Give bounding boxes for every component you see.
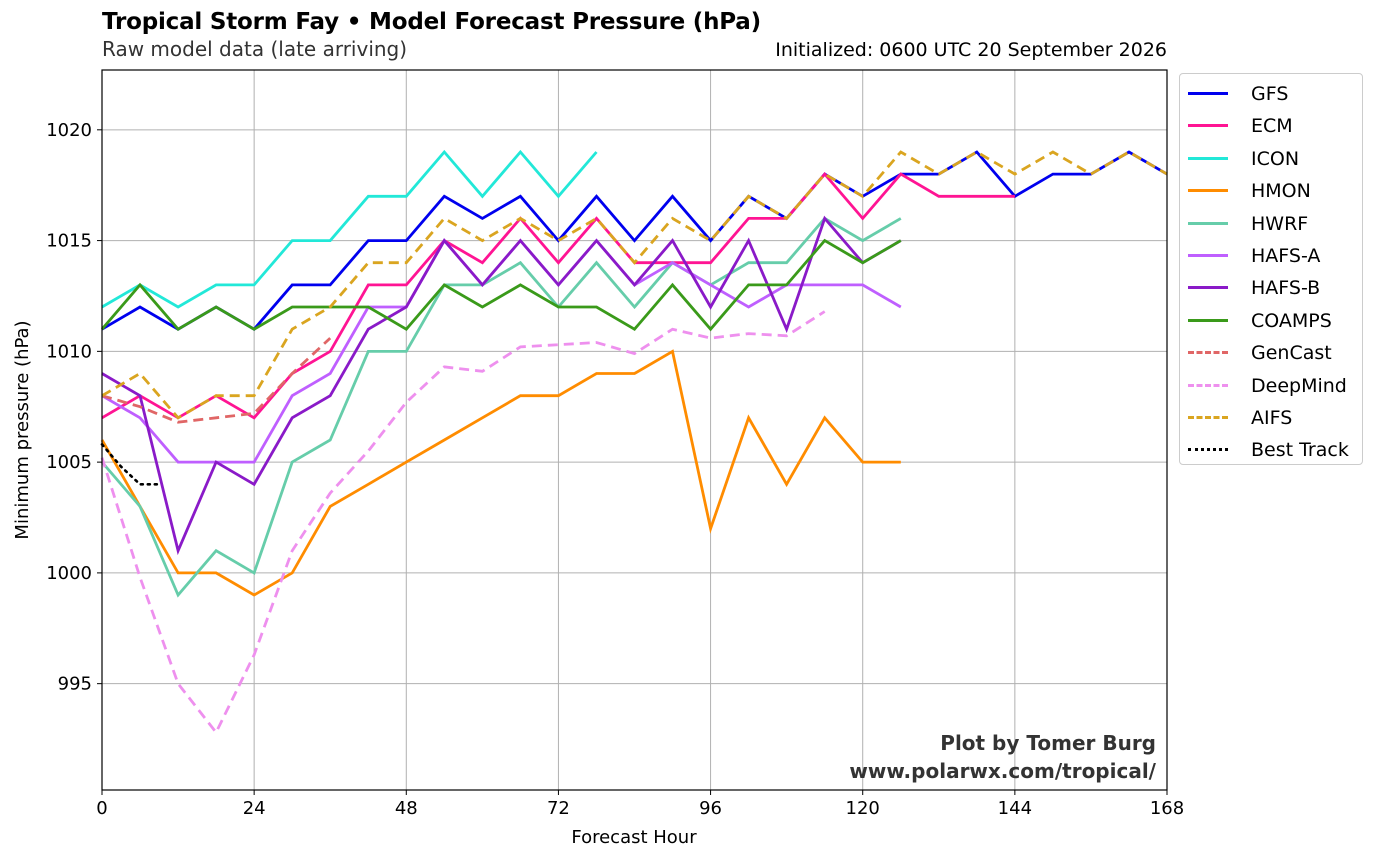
series-line-hafs-b [101, 215, 902, 556]
chart-title: Tropical Storm Fay • Model Forecast Pres… [102, 9, 761, 35]
credit-author: Plot by Tomer Burg [940, 731, 1156, 755]
x-axis-label: Forecast Hour [571, 827, 697, 848]
legend-item-aifs: AIFS [1180, 402, 1364, 434]
legend-swatch [1188, 92, 1228, 95]
series-line-aifs [101, 150, 1168, 420]
legend-label: ICON [1251, 147, 1300, 170]
y-tick-label: 1015 [46, 231, 92, 252]
legend-swatch [1188, 448, 1228, 452]
legend-item-gencast: GenCast [1180, 337, 1364, 369]
x-tick-label: 0 [96, 798, 107, 819]
grid-lines [101, 70, 1168, 790]
legend-item-hwrf: HWRF [1180, 208, 1364, 240]
series-line-deepmind [100, 310, 826, 736]
legend-item-hafs-b: HAFS-B [1180, 272, 1364, 304]
y-tick-label: 1010 [46, 341, 92, 362]
legend-item-best-track: Best Track [1180, 434, 1364, 466]
x-tick-label: 168 [1150, 798, 1184, 819]
legend-swatch [1188, 221, 1228, 225]
legend-label: HWRF [1251, 212, 1309, 235]
series-line-hmon [100, 349, 901, 597]
y-tick-label: 1005 [46, 452, 92, 473]
legend-item-deepmind: DeepMind [1180, 370, 1364, 402]
legend-item-ecm: ECM [1180, 110, 1364, 142]
legend-label: Best Track [1251, 439, 1349, 462]
legend-item-coamps: COAMPS [1180, 305, 1364, 337]
y-tick-label: 1000 [46, 563, 92, 584]
x-tick-label: 120 [846, 798, 880, 819]
credit-url: www.polarwx.com/tropical/ [849, 759, 1156, 783]
legend-item-gfs: GFS [1180, 78, 1364, 110]
legend-label: DeepMind [1251, 374, 1347, 397]
legend-swatch [1188, 351, 1228, 355]
plot-frame [101, 69, 1168, 791]
series-line-coamps [100, 238, 902, 332]
initialized-label: Initialized: 0600 UTC 20 September 2026 [775, 39, 1167, 61]
legend-item-icon: ICON [1180, 143, 1364, 175]
series-line-icon [101, 149, 598, 309]
series-line-hwrf [100, 216, 902, 598]
legend-swatch [1188, 189, 1228, 193]
legend-label: COAMPS [1251, 309, 1332, 332]
x-axis-ticks: 0 24 48 72 96 120 144 168 [96, 790, 1184, 819]
legend-swatch [1188, 318, 1228, 322]
legend-swatch [1188, 254, 1228, 257]
legend-label: GFS [1251, 83, 1289, 105]
series-line-best-track [100, 443, 161, 486]
legend-label: GenCast [1251, 342, 1332, 365]
x-tick-label: 144 [998, 798, 1032, 819]
legend-swatch [1188, 124, 1228, 128]
legend-swatch [1188, 286, 1228, 290]
legend-label: HAFS-B [1251, 277, 1321, 300]
legend-label: ECM [1251, 115, 1293, 138]
legend-swatch [1188, 383, 1228, 387]
chart-subtitle: Raw model data (late arriving) [102, 37, 408, 61]
legend-item-hafs-a: HAFS-A [1180, 240, 1364, 272]
legend-label: HMON [1251, 180, 1311, 203]
y-tick-label: 995 [58, 674, 92, 695]
series-line-gencast [101, 337, 332, 424]
y-axis-ticks: 995 1000 1005 1010 1015 1020 [46, 120, 102, 695]
legend-label: AIFS [1251, 407, 1293, 429]
x-tick-label: 48 [395, 798, 418, 819]
x-tick-label: 72 [547, 798, 570, 819]
y-tick-label: 1020 [46, 120, 92, 141]
y-axis-label: Minimum pressure (hPa) [12, 320, 33, 539]
chart-legend: GFS ECM ICON HMON HWRF HAFS-A HAFS-B COAMPS GenC… [1179, 73, 1363, 465]
x-tick-label: 24 [243, 798, 266, 819]
series-lines [100, 149, 1168, 736]
legend-swatch [1188, 416, 1228, 419]
x-tick-label: 96 [699, 798, 722, 819]
legend-label: HAFS-A [1251, 245, 1321, 267]
series-line-ecm [101, 171, 1015, 420]
legend-swatch [1188, 156, 1228, 160]
series-line-gfs [101, 150, 1168, 331]
legend-item-hmon: HMON [1180, 175, 1364, 207]
